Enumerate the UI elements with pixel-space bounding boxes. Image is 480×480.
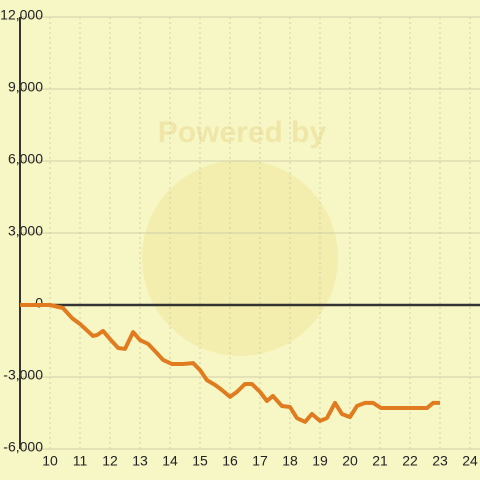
data-line — [20, 303, 440, 424]
x-tick-label: 15 — [192, 453, 208, 469]
watermark: Powered by — [158, 116, 327, 149]
x-tick-label: 10 — [42, 453, 58, 469]
x-tick-label: 18 — [282, 453, 298, 469]
y-tick-label: 12,000 — [0, 7, 43, 23]
x-tick-label: 24 — [462, 453, 478, 469]
y-tick-label: 0 — [35, 295, 43, 311]
watermark-logo — [142, 160, 338, 356]
x-tick-label: 12 — [102, 453, 118, 469]
x-tick-label: 11 — [73, 453, 88, 469]
x-tick-label: 21 — [372, 453, 388, 469]
y-tick-label: 6,000 — [8, 151, 43, 167]
x-tick-label: 20 — [342, 453, 358, 469]
y-tick-label: -6,000 — [3, 439, 43, 455]
y-tick-label: 3,000 — [8, 223, 43, 239]
x-tick-label: 16 — [222, 453, 238, 469]
y-tick-label: -3,000 — [3, 367, 43, 383]
x-tick-label: 17 — [252, 453, 268, 469]
x-tick-label: 14 — [162, 453, 178, 469]
x-tick-label: 23 — [432, 453, 448, 469]
x-tick-label: 19 — [312, 453, 328, 469]
x-tick-label: 22 — [402, 453, 418, 469]
y-tick-label: 9,000 — [8, 79, 43, 95]
x-tick-label: 13 — [132, 453, 148, 469]
